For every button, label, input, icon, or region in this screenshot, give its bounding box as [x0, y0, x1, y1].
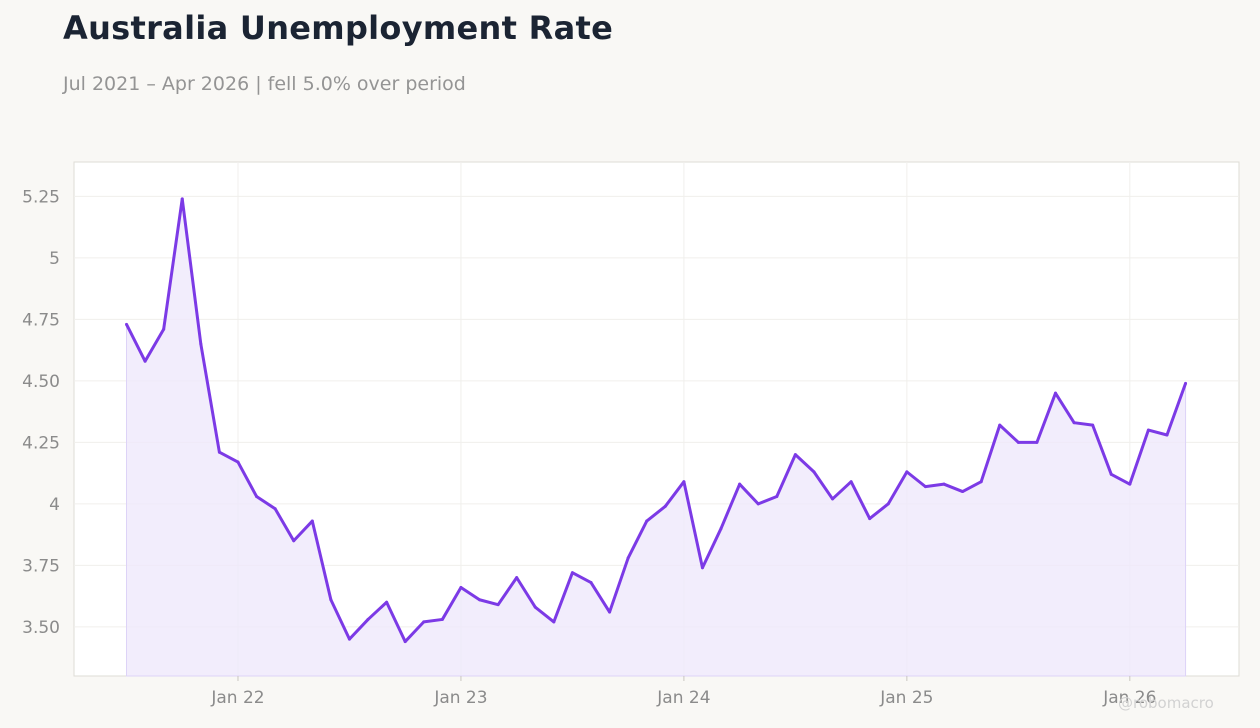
- data-point: [422, 620, 426, 624]
- data-point: [775, 494, 779, 498]
- watermark: @robomacro: [1118, 694, 1214, 712]
- data-point: [180, 197, 184, 201]
- data-point: [682, 480, 686, 484]
- data-point: [552, 620, 556, 624]
- data-point: [310, 519, 314, 523]
- y-tick-label: 5.25: [22, 187, 60, 207]
- data-point: [626, 556, 630, 560]
- data-point: [292, 539, 296, 543]
- y-tick-label: 4.50: [22, 372, 60, 392]
- y-tick-label: 3.50: [22, 618, 60, 638]
- data-point: [979, 480, 983, 484]
- data-point: [347, 637, 351, 641]
- chart-subtitle: Jul 2021 – Apr 2026 | fell 5.0% over per…: [63, 73, 466, 95]
- data-point: [849, 480, 853, 484]
- data-point: [1165, 433, 1169, 437]
- data-point: [1146, 428, 1150, 432]
- data-point: [199, 342, 203, 346]
- data-point: [255, 494, 259, 498]
- data-point: [478, 598, 482, 602]
- data-point: [998, 423, 1002, 427]
- data-point: [589, 581, 593, 585]
- y-tick-label: 4.25: [22, 433, 60, 453]
- data-point: [403, 640, 407, 644]
- data-point: [329, 598, 333, 602]
- data-point: [1128, 482, 1132, 486]
- data-point: [143, 359, 147, 363]
- data-point: [1072, 421, 1076, 425]
- data-points: [125, 197, 1188, 644]
- data-point: [1109, 472, 1113, 476]
- data-point: [663, 504, 667, 508]
- data-point: [793, 453, 797, 457]
- data-point: [515, 576, 519, 580]
- data-point: [1091, 423, 1095, 427]
- data-point: [496, 603, 500, 607]
- series-line: [125, 197, 1187, 644]
- data-point: [831, 497, 835, 501]
- data-point: [385, 600, 389, 604]
- data-point: [905, 470, 909, 474]
- x-tick-label: Jan 24: [656, 688, 710, 708]
- data-point: [738, 482, 742, 486]
- x-tick-label: Jan 22: [210, 688, 264, 708]
- data-point: [162, 327, 166, 331]
- data-point: [942, 482, 946, 486]
- data-point: [923, 485, 927, 489]
- y-axis-ticks: 3.50 3.75 4 4.25 4.50 4.75 5 5.25: [22, 187, 60, 637]
- data-point: [719, 526, 723, 530]
- data-point: [645, 519, 649, 523]
- data-point: [1016, 440, 1020, 444]
- data-point: [570, 571, 574, 575]
- data-point: [886, 502, 890, 506]
- data-point: [1184, 381, 1188, 385]
- x-tick-label: Jan 25: [879, 688, 933, 708]
- data-point: [459, 585, 463, 589]
- data-point: [1035, 440, 1039, 444]
- x-axis-ticks: Jan 22 Jan 23 Jan 24 Jan 25 Jan 26: [210, 676, 1156, 708]
- data-point: [756, 502, 760, 506]
- y-tick-label: 4: [49, 495, 60, 515]
- data-point: [608, 610, 612, 614]
- chart-title: Australia Unemployment Rate: [63, 9, 614, 47]
- data-point: [1054, 391, 1057, 395]
- data-point: [217, 450, 221, 454]
- data-point: [236, 460, 240, 464]
- data-point: [961, 490, 965, 494]
- data-point: [366, 617, 370, 621]
- y-tick-label: 4.75: [22, 310, 60, 330]
- data-point: [125, 322, 128, 326]
- y-tick-label: 5: [49, 249, 60, 269]
- data-point: [700, 566, 704, 570]
- x-tick-label: Jan 23: [433, 688, 487, 708]
- data-point: [533, 605, 537, 609]
- data-point: [812, 470, 816, 474]
- data-point: [440, 617, 444, 621]
- data-point: [868, 517, 872, 521]
- x-tick-label: Jan 26: [1102, 688, 1156, 708]
- y-tick-label: 3.75: [22, 556, 60, 576]
- data-point: [273, 507, 277, 511]
